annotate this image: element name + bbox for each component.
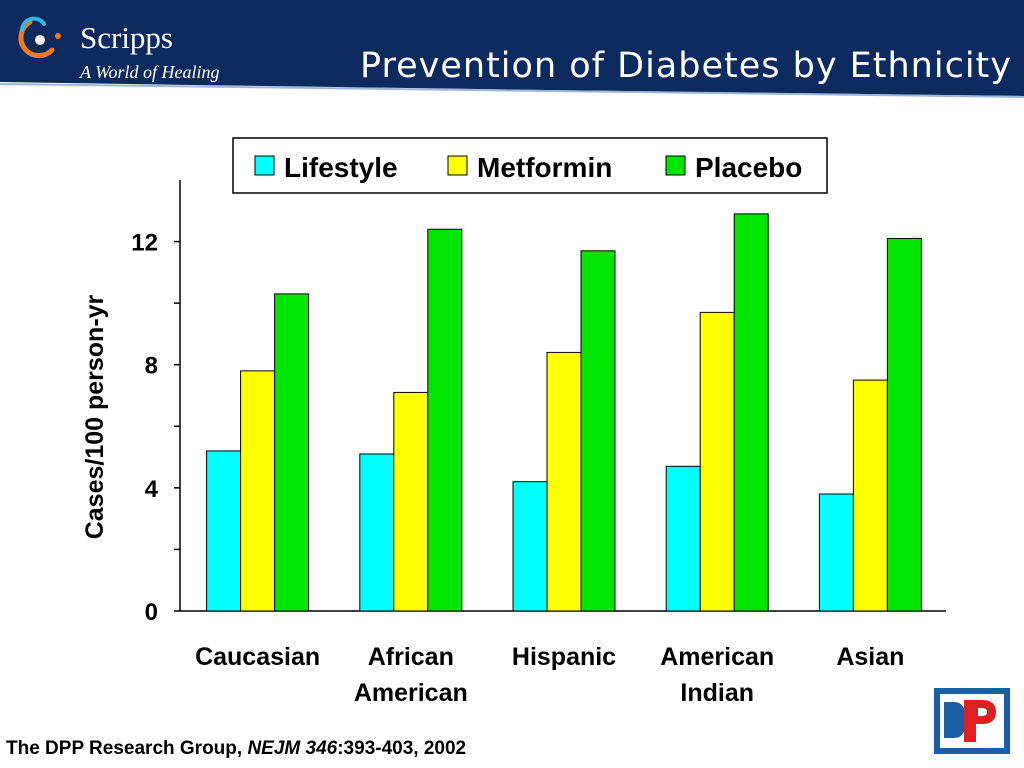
header-background — [0, 0, 1024, 98]
x-tick-label: Hispanic — [512, 643, 616, 671]
bar-lifestyle — [512, 481, 548, 612]
y-tick-label: 4 — [145, 476, 159, 503]
bar-chart: 0 4 8 12 Cases/100 person-yr Caucasian African… — [81, 137, 946, 707]
bar-metformin — [852, 379, 888, 612]
x-tick-label: Asian — [836, 643, 904, 671]
bar-placebo — [580, 250, 616, 612]
legend-swatch — [447, 155, 468, 176]
legend-label: Placebo — [695, 152, 802, 183]
citation: The DPP Research Group, NEJM 346:393-403… — [6, 738, 466, 760]
dpp-logo-icon — [934, 688, 1010, 754]
header-banner: Scripps A World of Healing Prevention of… — [0, 0, 1024, 100]
scripps-logo-icon — [18, 16, 61, 59]
bar-lifestyle — [206, 450, 242, 612]
bar-lifestyle — [359, 453, 395, 612]
legend-swatch — [665, 155, 686, 176]
y-tick-label: 8 — [145, 353, 158, 380]
legend-swatch — [254, 155, 275, 176]
x-tick-label: American — [354, 679, 468, 707]
bar-placebo — [427, 228, 463, 612]
brand-name: Scripps — [80, 20, 173, 55]
bar-metformin — [240, 370, 276, 612]
citation-pages: :393-403, 2002 — [337, 738, 467, 759]
x-tick-label: Caucasian — [195, 643, 320, 671]
bar-lifestyle — [818, 493, 854, 612]
bar-placebo — [733, 213, 769, 612]
y-tick-label: 12 — [131, 230, 158, 257]
bar-metformin — [546, 351, 582, 612]
legend-box — [232, 137, 828, 194]
x-tick-label: American — [660, 643, 774, 671]
legend-label: Lifestyle — [284, 152, 398, 183]
bar-placebo — [886, 237, 922, 612]
citation-authors: The DPP Research Group, — [6, 738, 248, 759]
citation-journal: NEJM 346 — [247, 738, 338, 759]
bar-lifestyle — [665, 465, 701, 612]
y-tick-label: 0 — [145, 599, 158, 626]
brand-tagline: A World of Healing — [80, 62, 220, 82]
bar-placebo — [274, 293, 310, 612]
bar-metformin — [393, 391, 429, 612]
x-tick-label: African — [368, 643, 454, 671]
y-axis-label: Cases/100 person-yr — [81, 294, 109, 539]
bar-metformin — [699, 311, 735, 612]
slide-title: Prevention of Diabetes by Ethnicity — [360, 46, 1012, 86]
legend-label: Metformin — [477, 152, 612, 183]
x-tick-label: Indian — [680, 679, 754, 707]
